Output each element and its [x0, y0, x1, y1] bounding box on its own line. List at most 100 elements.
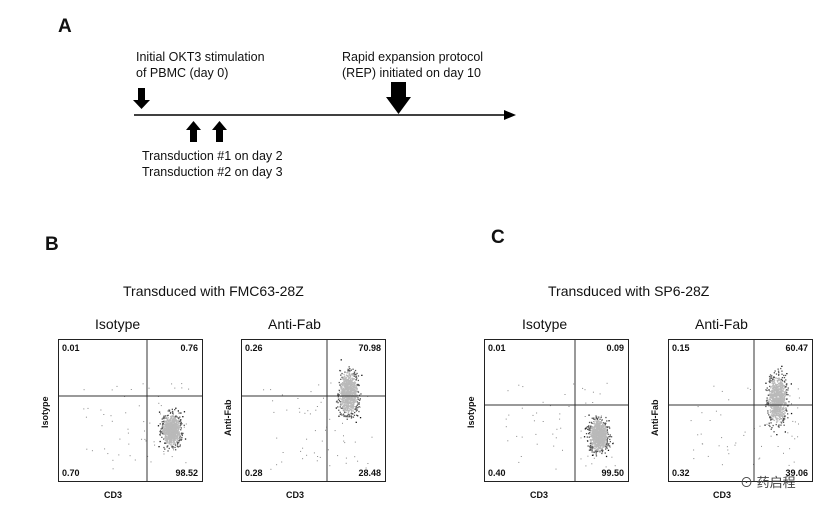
- event-dot: [177, 440, 179, 442]
- event-dot: [771, 396, 773, 399]
- event-dot: [330, 382, 332, 384]
- event-dot: [178, 438, 180, 440]
- rep-down-arrow-icon: [386, 82, 411, 114]
- event-dot: [343, 415, 345, 417]
- event-dot: [598, 427, 600, 429]
- event-dot: [594, 442, 596, 444]
- event-dot: [349, 408, 351, 410]
- event-dot: [775, 406, 777, 408]
- panel-b-isotype-plot: 0.01 0.76 0.70 98.52: [58, 339, 203, 482]
- event-dot: [596, 432, 598, 434]
- event-dot: [798, 397, 800, 399]
- event-dot: [595, 416, 597, 419]
- event-cloud: [690, 365, 800, 466]
- event-dot: [175, 437, 177, 439]
- event-dot: [767, 403, 769, 405]
- panel-b-plot2-title: Anti-Fab: [268, 316, 321, 332]
- event-dot: [779, 388, 781, 390]
- event-dot: [768, 414, 770, 416]
- event-dot: [783, 399, 785, 402]
- event-dot: [178, 431, 180, 433]
- event-dot: [601, 425, 603, 427]
- event-dot: [173, 441, 175, 443]
- event-dot: [603, 434, 605, 436]
- event-dot: [771, 382, 773, 384]
- event-dot: [354, 369, 357, 372]
- event-dot: [349, 370, 351, 372]
- event-dot: [783, 391, 785, 393]
- event-dot: [171, 441, 173, 443]
- event-dot: [349, 377, 351, 379]
- event-dot: [167, 435, 169, 437]
- event-dot: [590, 442, 592, 445]
- event-dot: [300, 450, 302, 452]
- event-dot: [339, 384, 341, 386]
- event-dot: [603, 433, 605, 435]
- event-dot: [180, 429, 182, 431]
- event-dot: [588, 421, 591, 424]
- event-dot: [783, 424, 785, 426]
- event-dot: [607, 433, 609, 436]
- event-dot: [356, 401, 358, 403]
- event-dot: [298, 407, 300, 409]
- event-dot: [168, 430, 170, 432]
- event-dot: [782, 410, 784, 413]
- event-dot: [347, 369, 349, 371]
- event-dot: [173, 429, 175, 432]
- event-dot: [163, 420, 165, 422]
- event-dot: [605, 439, 607, 441]
- event-dot: [346, 379, 348, 381]
- event-dot: [351, 384, 353, 386]
- event-dot: [167, 437, 169, 439]
- event-dot: [593, 442, 595, 445]
- event-dot: [342, 401, 344, 403]
- event-dot: [775, 388, 777, 390]
- event-dot: [161, 436, 163, 438]
- event-dot: [772, 383, 774, 385]
- event-dot: [354, 411, 356, 414]
- event-dot: [771, 403, 774, 405]
- panel-b-plot1-xlabel: CD3: [104, 490, 123, 500]
- event-dot: [775, 393, 777, 395]
- event-dot: [164, 421, 166, 423]
- event-dot: [316, 460, 318, 462]
- event-dot: [175, 430, 177, 432]
- event-dot: [171, 456, 173, 458]
- event-dot: [282, 452, 284, 453]
- event-dot: [347, 413, 349, 415]
- event-dot: [165, 434, 167, 437]
- event-dot: [177, 446, 179, 448]
- event-dot: [175, 423, 177, 425]
- event-dot: [781, 383, 783, 386]
- event-dot: [777, 411, 779, 413]
- event-dot: [597, 431, 599, 433]
- event-dot: [594, 429, 597, 432]
- event-dot: [173, 430, 175, 433]
- event-dot: [770, 411, 772, 413]
- event-dot: [781, 386, 783, 389]
- event-dot: [603, 438, 605, 440]
- event-dot: [179, 426, 181, 428]
- event-dot: [779, 417, 782, 419]
- event-dot: [356, 388, 358, 390]
- event-dot: [168, 439, 171, 441]
- event-dot: [596, 448, 598, 451]
- event-dot: [549, 405, 551, 407]
- event-dot: [178, 442, 180, 444]
- event-dot: [174, 418, 177, 420]
- event-dot: [183, 426, 185, 428]
- event-dot: [176, 423, 178, 425]
- event-dot: [183, 424, 185, 426]
- event-dot: [351, 416, 353, 418]
- event-dot: [321, 440, 323, 442]
- event-dot: [357, 398, 359, 401]
- event-dot: [349, 398, 351, 401]
- event-dot: [358, 402, 360, 404]
- event-dot: [782, 396, 784, 398]
- quadrant-ll-value: 0.40: [488, 468, 506, 478]
- event-dot: [771, 397, 773, 399]
- event-dot: [168, 435, 170, 437]
- event-dot: [589, 439, 591, 441]
- event-dot: [772, 402, 774, 404]
- event-dot: [776, 391, 779, 393]
